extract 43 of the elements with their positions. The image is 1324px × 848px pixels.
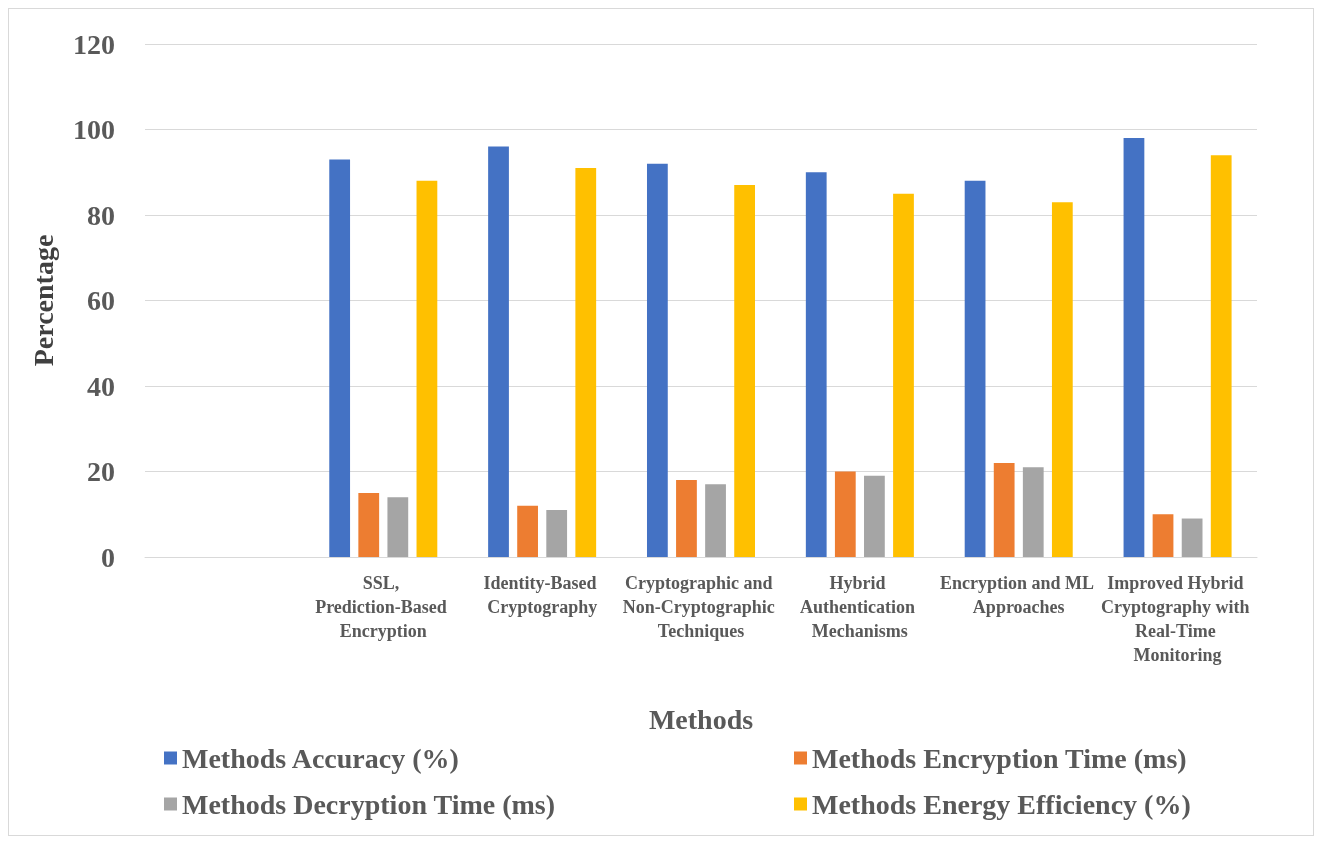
legend-label: Methods Accuracy (%) — [182, 742, 459, 774]
bar — [1152, 514, 1174, 557]
x-tick-label: Hybrid Authentication Mechanisms — [800, 573, 920, 641]
bar — [358, 492, 380, 557]
y-tick-label: 40 — [87, 370, 115, 402]
bar — [893, 193, 914, 557]
bar — [646, 163, 668, 557]
bar — [705, 484, 726, 557]
bar — [387, 497, 409, 557]
x-tick-label: SSL, Prediction-Based Encryption — [315, 573, 452, 641]
legend-label: Methods Energy Efficiency (%) — [812, 788, 1191, 820]
y-tick-label: 80 — [87, 199, 115, 231]
y-axis-title: Percentage — [27, 234, 59, 367]
bar — [575, 167, 597, 557]
x-tick-label: Cryptographic and Non-Cryptographic Techniques — [622, 573, 780, 641]
x-tick-label: Identity-Based Cryptography — [483, 573, 601, 617]
bar — [676, 480, 697, 557]
bar — [805, 172, 827, 557]
bar — [1123, 138, 1145, 557]
bar — [1022, 467, 1044, 557]
y-tick-label: 100 — [73, 114, 115, 145]
bar — [517, 505, 538, 557]
y-tick-label: 0 — [101, 541, 115, 573]
x-axis-title: Methods — [648, 703, 754, 735]
bar — [416, 180, 438, 557]
legend-label: Methods Decryption Time (ms) — [182, 788, 556, 820]
bar — [329, 159, 351, 557]
y-tick-label: 120 — [73, 28, 115, 60]
bar — [488, 146, 509, 557]
y-tick-label: 20 — [87, 456, 115, 487]
x-tick-label: Encryption and ML Approaches — [939, 573, 1098, 617]
legend-label: Methods Encryption Time (ms) — [812, 742, 1187, 774]
x-tick-label: Improved Hybrid Cryptography with Real-Time Monitoring — [1101, 573, 1255, 665]
bar — [834, 471, 856, 557]
bar — [1181, 518, 1203, 557]
bar — [546, 509, 568, 557]
bar — [993, 462, 1015, 557]
bar — [734, 185, 756, 557]
bar — [864, 475, 885, 557]
bar — [964, 180, 986, 557]
y-tick-label: 60 — [87, 285, 115, 316]
bar — [1051, 202, 1073, 557]
bar — [1210, 155, 1232, 557]
